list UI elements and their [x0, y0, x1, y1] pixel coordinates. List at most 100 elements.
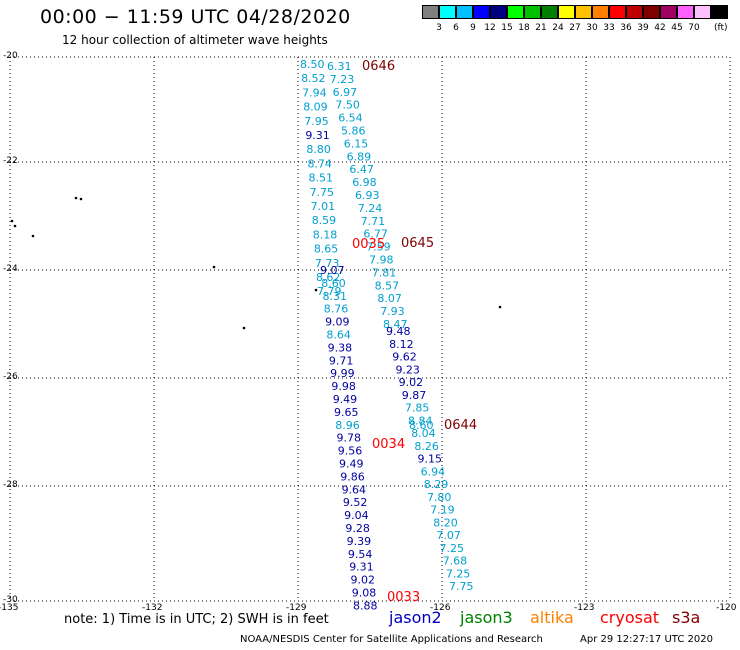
- track-value: 9.08: [352, 587, 377, 600]
- color-scale-cell: [694, 5, 711, 19]
- track-value: 7.24: [358, 202, 383, 215]
- color-scale-unit: (ft): [714, 23, 728, 33]
- track-value: 8.84: [408, 414, 433, 427]
- track-value: 9.23: [395, 363, 420, 376]
- track-value: 9.87: [402, 389, 427, 402]
- track-value: 6.98: [352, 176, 377, 189]
- track-value: 9.54: [348, 548, 373, 561]
- island-marker: [10, 219, 14, 223]
- track-value: 6.89: [347, 150, 372, 163]
- track-value: 7.93: [380, 305, 405, 318]
- track-value: 8.74: [307, 157, 332, 170]
- latitude-label: -20: [3, 51, 18, 61]
- track-value: 6.15: [344, 137, 369, 150]
- grid-lines: [9, 56, 731, 602]
- track-value: 7.07: [436, 529, 461, 542]
- track-value: 8.18: [313, 228, 338, 241]
- track-value: 9.49: [333, 393, 358, 406]
- legend-jason2: jason2: [389, 608, 442, 627]
- color-scale-label: 42: [654, 23, 666, 33]
- legend-cryosat: cryosat: [600, 608, 660, 627]
- color-scale-label: 33: [603, 23, 615, 33]
- color-scale-cell: [422, 5, 439, 19]
- longitude-label: -129: [286, 603, 307, 613]
- track-value: 9.71: [329, 354, 354, 367]
- latitude-label: -24: [3, 264, 18, 274]
- footer-note: note: 1) Time is in UTC; 2) SWH is in fe…: [64, 612, 329, 627]
- pass-time-label: 0644: [444, 418, 477, 433]
- color-scale-cell: [558, 5, 575, 19]
- color-scale-cell: [473, 5, 490, 19]
- color-scale-cell: [507, 5, 524, 19]
- island-marker: [314, 288, 318, 292]
- pass-time-label: 0034: [372, 437, 405, 452]
- track-value: 6.93: [355, 189, 380, 202]
- track-value: 8.47: [383, 318, 408, 331]
- track-value: 9.99: [330, 367, 355, 380]
- track-value: 7.50: [335, 99, 360, 112]
- track-value: 8.26: [414, 440, 439, 453]
- track-value: 9.98: [331, 380, 356, 393]
- track-value: 9.48: [386, 325, 411, 338]
- track-value: 8.50: [300, 58, 325, 71]
- color-scale-label: 24: [552, 23, 564, 33]
- pass-time-label: 0645: [401, 236, 434, 251]
- track-value: 8.96: [335, 419, 360, 432]
- track-value: 9.65: [334, 406, 359, 419]
- color-scale-cell: [643, 5, 660, 19]
- color-scale-label: 27: [569, 23, 581, 33]
- legend-jason3: jason3: [460, 608, 513, 627]
- track-value: 7.71: [361, 215, 386, 228]
- color-scale-cell: [541, 5, 558, 19]
- track-value: 8.88: [353, 599, 378, 612]
- track-value: 9.86: [340, 470, 365, 483]
- track-value: 9.49: [339, 458, 364, 471]
- track-value: 9.28: [345, 522, 370, 535]
- track-value: 8.59: [312, 214, 337, 227]
- color-scale-cell: [660, 5, 677, 19]
- track-value: 8.51: [309, 172, 334, 185]
- track-value: 7.75: [449, 580, 474, 593]
- track-value: 8.09: [303, 101, 328, 114]
- track-value: 8.31: [323, 290, 348, 303]
- latitude-label: -28: [3, 480, 18, 490]
- track-value: 7.80: [427, 491, 452, 504]
- track-value: 7.85: [405, 402, 430, 415]
- track-value: 9.02: [350, 574, 375, 587]
- track-value: 8.76: [324, 303, 349, 316]
- track-value: 7.25: [440, 542, 465, 555]
- track-value: 9.39: [347, 535, 372, 548]
- longitude-label: -132: [142, 603, 163, 613]
- color-scale-label: 30: [586, 23, 598, 33]
- track-value: 6.97: [333, 86, 358, 99]
- track-value: 8.29: [424, 478, 449, 491]
- track-value: 8.04: [411, 427, 436, 440]
- color-scale-label: 21: [535, 23, 547, 33]
- track-value: 8.65: [314, 243, 339, 256]
- track-value: 9.09: [325, 316, 350, 329]
- color-scale-cell: [677, 5, 694, 19]
- track-value: 9.15: [418, 453, 443, 466]
- track-value: 9.31: [349, 561, 374, 574]
- color-scale-cell: [711, 5, 728, 19]
- track-value: 9.62: [392, 351, 417, 364]
- color-scale-cell: [490, 5, 507, 19]
- track-value: 8.12: [389, 338, 414, 351]
- longitude-label: -123: [574, 603, 595, 613]
- track-value: 7.23: [330, 73, 355, 86]
- island-marker: [13, 224, 17, 228]
- track-value: 8.52: [301, 72, 326, 85]
- color-scale-label: 9: [470, 23, 476, 33]
- island-marker: [242, 326, 246, 330]
- track-value: 8.62: [316, 271, 341, 284]
- track-value: 9.38: [328, 341, 353, 354]
- track-value: 9.52: [343, 496, 368, 509]
- color-scale-cell: [456, 5, 473, 19]
- color-scale-cell: [592, 5, 609, 19]
- color-scale-cell: [575, 5, 592, 19]
- track-value: 7.98: [369, 254, 394, 267]
- track-value: 8.57: [375, 279, 400, 292]
- track-value: 7.95: [304, 115, 329, 128]
- track-value: 8.80: [306, 143, 331, 156]
